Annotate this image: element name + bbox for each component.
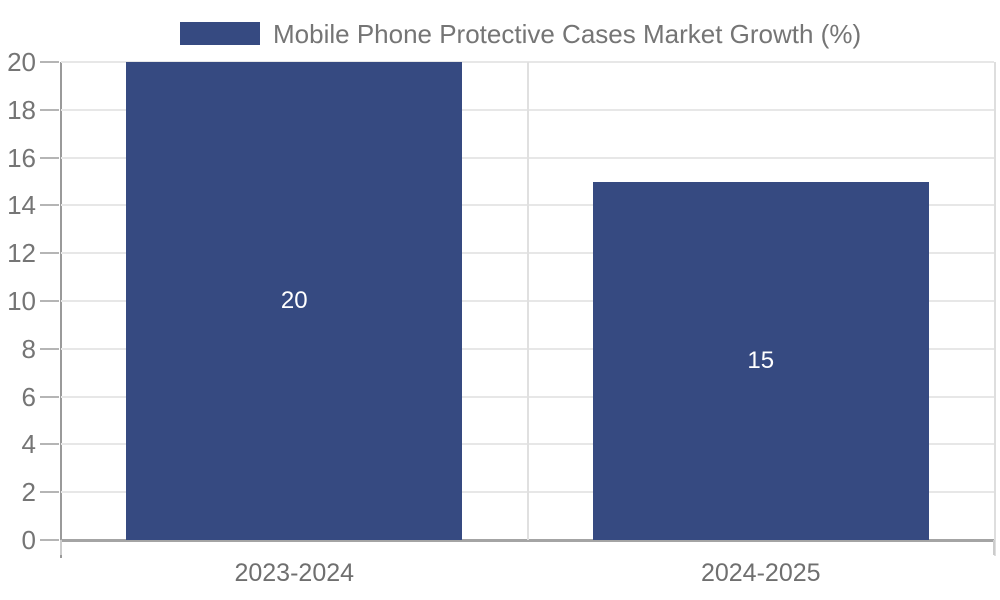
- y-tick-label: 18: [7, 94, 36, 125]
- x-tick-label: 2024-2025: [700, 559, 821, 587]
- y-tick-label: 6: [21, 381, 36, 412]
- y-tick-label: 4: [21, 429, 36, 460]
- y-axis-tick: [40, 61, 59, 63]
- legend-item[interactable]: Mobile Phone Protective Cases Market Gro…: [180, 19, 861, 47]
- y-axis-tick: [40, 108, 59, 111]
- bar-value-label: 20: [280, 287, 308, 314]
- y-axis-tick: [40, 347, 59, 350]
- plot-area: 0 2 4 6 8 10 12 14 16 18 20 20 2023-2024 15 2024-2025: [7, 49, 996, 586]
- y-tick-label: 8: [21, 333, 36, 364]
- y-tick-label: 10: [7, 286, 36, 316]
- plot-right-border: [994, 62, 996, 556]
- y-axis-tick: [40, 204, 59, 207]
- x-axis-tick: [993, 540, 995, 555]
- legend-swatch: [180, 21, 260, 45]
- y-tick-label: 16: [7, 142, 36, 173]
- bar-2024-2025[interactable]: 15: [592, 181, 929, 540]
- y-tick-label: 2: [21, 477, 36, 508]
- y-axis-tick: [40, 491, 59, 494]
- y-axis-tick: [40, 156, 59, 159]
- bar-value-label: 15: [747, 346, 775, 374]
- y-axis-tick: [40, 395, 59, 398]
- y-tick-label: 0: [21, 525, 36, 555]
- legend-label: Mobile Phone Protective Cases Market Gro…: [273, 19, 862, 49]
- x-axis-tick: [60, 540, 62, 555]
- x-axis-line: [61, 539, 994, 542]
- y-axis-tick: [40, 539, 59, 541]
- y-axis-tick: [40, 300, 59, 302]
- y-axis-tick: [40, 252, 59, 255]
- y-tick-label: 20: [7, 47, 36, 77]
- y-axis-tick: [40, 443, 59, 446]
- v-gridline: [526, 62, 529, 540]
- x-tick-label: 2023-2024: [234, 559, 355, 587]
- y-axis-line: [60, 62, 62, 558]
- y-tick-label: 14: [7, 190, 36, 221]
- bar-2023-2024[interactable]: 20: [126, 62, 463, 540]
- y-tick-label: 12: [7, 238, 36, 269]
